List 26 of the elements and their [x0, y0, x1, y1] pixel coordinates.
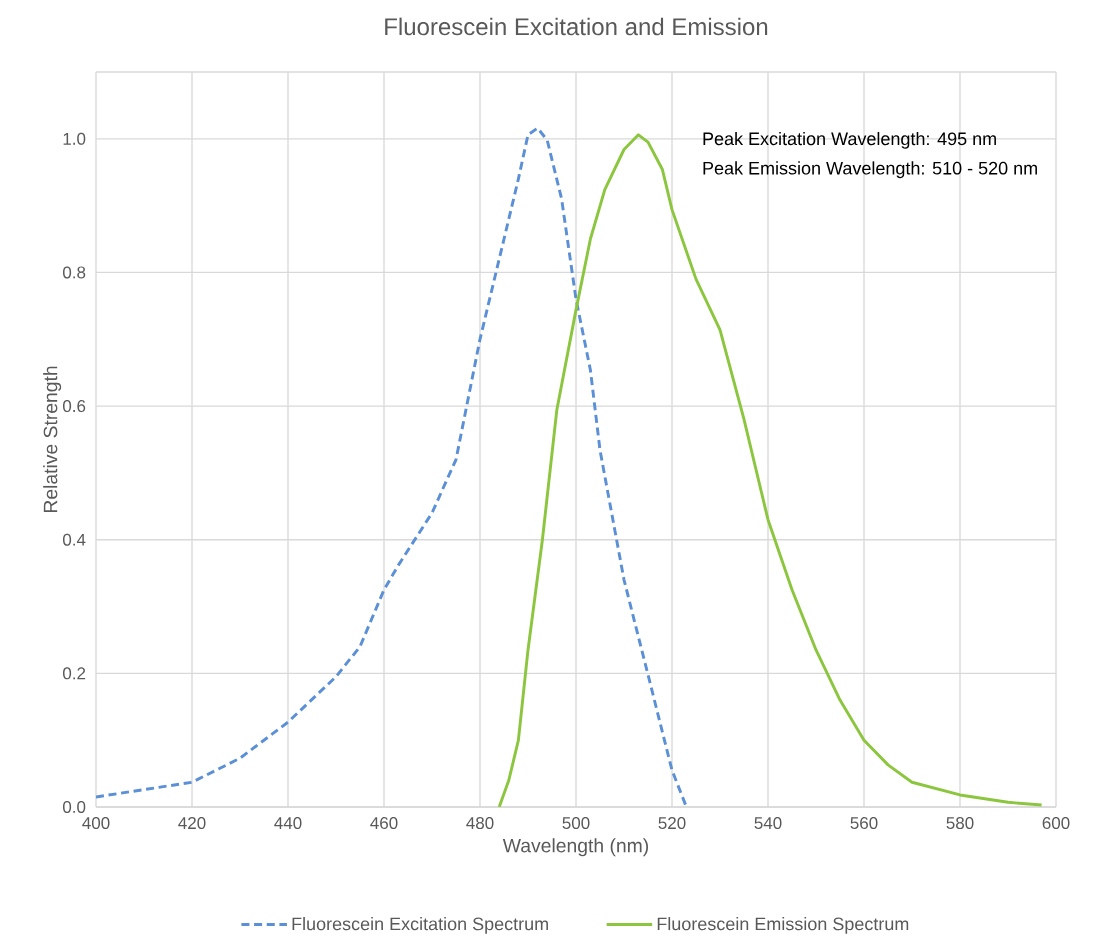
y-tick-label: 0.8 [63, 266, 86, 279]
x-tick-label: 440 [274, 817, 302, 830]
x-tick-label: 520 [658, 817, 686, 830]
y-tick-label: 0.4 [63, 533, 86, 546]
x-tick-label: 580 [946, 817, 974, 830]
x-tick-label: 420 [178, 817, 206, 830]
chart-title: Fluorescein Excitation and Emission [385, 17, 768, 36]
x-axis-title: Wavelength (nm) [502, 838, 649, 857]
x-tick-label: 460 [370, 817, 398, 830]
x-tick-label: 400 [82, 817, 110, 830]
annotation: Peak Emission Wavelength: 510 - 520 nm [703, 161, 1037, 179]
legend-label: Fluorescein Excitation Spectrum [292, 917, 548, 934]
x-tick-label: 500 [562, 817, 590, 830]
y-tick-label: 0.2 [63, 667, 86, 680]
line-series [96, 126, 688, 807]
line-series [497, 133, 1044, 807]
y-tick-label: 1.0 [63, 132, 86, 145]
y-tick-label: 0.0 [63, 800, 86, 814]
y-tick-label: 0.6 [63, 400, 86, 413]
x-tick-label: 540 [754, 817, 782, 830]
y-axis-title: Relative Strength [43, 366, 62, 513]
x-tick-label: 480 [466, 817, 494, 830]
annotation: Peak Excitation Wavelength: 495 nm [703, 131, 996, 149]
x-tick-label: 560 [850, 817, 878, 830]
legend-label: Fluorescein Emission Spectrum [657, 917, 909, 934]
x-tick-label: 600 [1042, 817, 1070, 830]
